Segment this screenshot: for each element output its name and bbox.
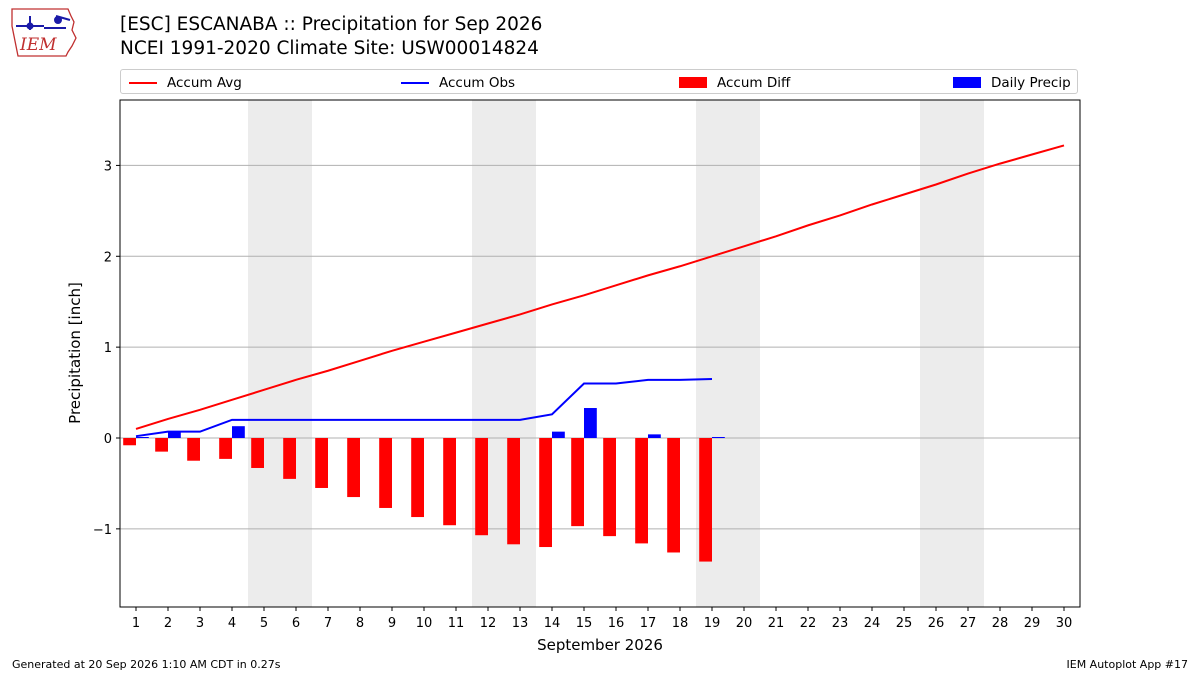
- x-tick-label: 16: [608, 616, 625, 631]
- y-tick-label: −1: [93, 523, 112, 538]
- accum-diff-bar: [315, 438, 328, 488]
- accum-diff-bar: [219, 438, 232, 459]
- x-tick-label: 30: [1056, 616, 1073, 631]
- daily-precip-bar: [168, 431, 181, 438]
- accum-diff-bar: [379, 438, 392, 508]
- x-tick-label: 9: [388, 616, 396, 631]
- legend-swatch-accum-diff: [679, 77, 707, 88]
- x-tick-label: 25: [896, 616, 913, 631]
- daily-precip-bar: [552, 431, 565, 438]
- y-tick-label: 1: [104, 341, 112, 356]
- weekend-band-1: [248, 100, 312, 607]
- x-tick-label: 21: [768, 616, 785, 631]
- daily-precip-bar: [232, 426, 245, 438]
- legend-label-accum-avg: Accum Avg: [167, 74, 242, 91]
- accum-diff-bar: [635, 438, 648, 544]
- accum-diff-bar: [699, 438, 712, 562]
- x-tick-label: 20: [736, 616, 753, 631]
- x-tick-label: 2: [164, 616, 172, 631]
- x-axis-label: September 2026: [537, 636, 663, 654]
- x-tick-label: 10: [416, 616, 433, 631]
- daily-precip-bar: [712, 437, 725, 438]
- x-tick-label: 29: [1024, 616, 1041, 631]
- legend-swatch-daily-precip: [953, 77, 981, 88]
- x-tick-label: 11: [448, 616, 465, 631]
- accum-avg-line: [135, 144, 1065, 430]
- legend-label-accum-diff: Accum Diff: [717, 74, 791, 91]
- accum-diff-bar: [667, 438, 680, 553]
- x-tick-label: 28: [992, 616, 1009, 631]
- accum-diff-bar: [347, 438, 360, 498]
- x-tick-label: 7: [324, 616, 332, 631]
- chart-legend: Accum Avg Accum Obs Accum Diff Daily Pre…: [120, 69, 1078, 94]
- x-tick-label: 1: [132, 616, 140, 631]
- accum-diff-bar: [251, 438, 264, 468]
- accum-obs-line: [135, 377, 713, 438]
- x-tick-label: 12: [480, 616, 497, 631]
- x-tick-label: 24: [864, 616, 881, 631]
- daily-precip-bar: [136, 437, 149, 438]
- x-tick-label: 15: [576, 616, 593, 631]
- accum-diff-bar: [571, 438, 584, 527]
- weather-station-icon: [16, 15, 71, 30]
- chart-title-line2: NCEI 1991-2020 Climate Site: USW00014824: [120, 38, 539, 59]
- legend-swatch-accum-obs: [401, 81, 429, 84]
- legend-item-daily-precip: Daily Precip: [953, 70, 1071, 95]
- weekend-band-4: [920, 100, 984, 607]
- accum-diff-bar: [539, 438, 552, 548]
- y-tick-label: 3: [104, 159, 112, 174]
- daily-precip-bar: [584, 408, 597, 438]
- x-tick-label: 3: [196, 616, 204, 631]
- legend-swatch-accum-avg: [129, 81, 157, 84]
- chart-title: [ESC] ESCANABA :: Precipitation for Sep …: [120, 13, 542, 61]
- y-tick-label: 0: [104, 432, 112, 447]
- x-tick-label: 18: [672, 616, 689, 631]
- accum-diff-bar: [475, 438, 488, 536]
- x-tick-label: 8: [356, 616, 364, 631]
- legend-label-accum-obs: Accum Obs: [439, 74, 516, 91]
- y-tick-label: 2: [104, 250, 112, 265]
- x-tick-label: 5: [260, 616, 268, 631]
- chart-title-line1: [ESC] ESCANABA :: Precipitation for Sep …: [120, 14, 543, 35]
- accum-diff-bar: [283, 438, 296, 479]
- iem-logo-text: IEM: [19, 35, 57, 55]
- accum-diff-bar: [507, 438, 520, 545]
- x-tick-label: 22: [800, 616, 817, 631]
- legend-item-accum-diff: Accum Diff: [679, 70, 790, 95]
- accum-diff-bar: [443, 438, 456, 526]
- x-tick-label: 19: [704, 616, 721, 631]
- accum-diff-bar: [187, 438, 200, 461]
- app-credit: IEM Autoplot App #17: [1066, 658, 1189, 671]
- accum-diff-bar: [155, 438, 168, 452]
- legend-item-accum-avg: Accum Avg: [129, 70, 242, 95]
- x-tick-label: 26: [928, 616, 945, 631]
- x-tick-label: 13: [512, 616, 529, 631]
- accum-diff-bar: [123, 438, 136, 446]
- accum-diff-bar: [603, 438, 616, 537]
- iem-logo: IEM: [11, 8, 77, 57]
- x-tick-label: 6: [292, 616, 300, 631]
- generated-timestamp: Generated at 20 Sep 2026 1:10 AM CDT in …: [12, 658, 281, 671]
- plot-frame: [119, 99, 1081, 608]
- y-axis-label: Precipitation [inch]: [66, 282, 84, 424]
- legend-label-daily-precip: Daily Precip: [991, 74, 1071, 91]
- iowa-outline-icon: [11, 8, 77, 57]
- daily-precip-bar: [648, 434, 661, 438]
- accum-diff-bar: [411, 438, 424, 518]
- legend-item-accum-obs: Accum Obs: [401, 70, 515, 95]
- x-tick-label: 23: [832, 616, 849, 631]
- x-tick-label: 27: [960, 616, 977, 631]
- x-tick-label: 4: [228, 616, 236, 631]
- x-tick-label: 14: [544, 616, 561, 631]
- x-tick-label: 17: [640, 616, 657, 631]
